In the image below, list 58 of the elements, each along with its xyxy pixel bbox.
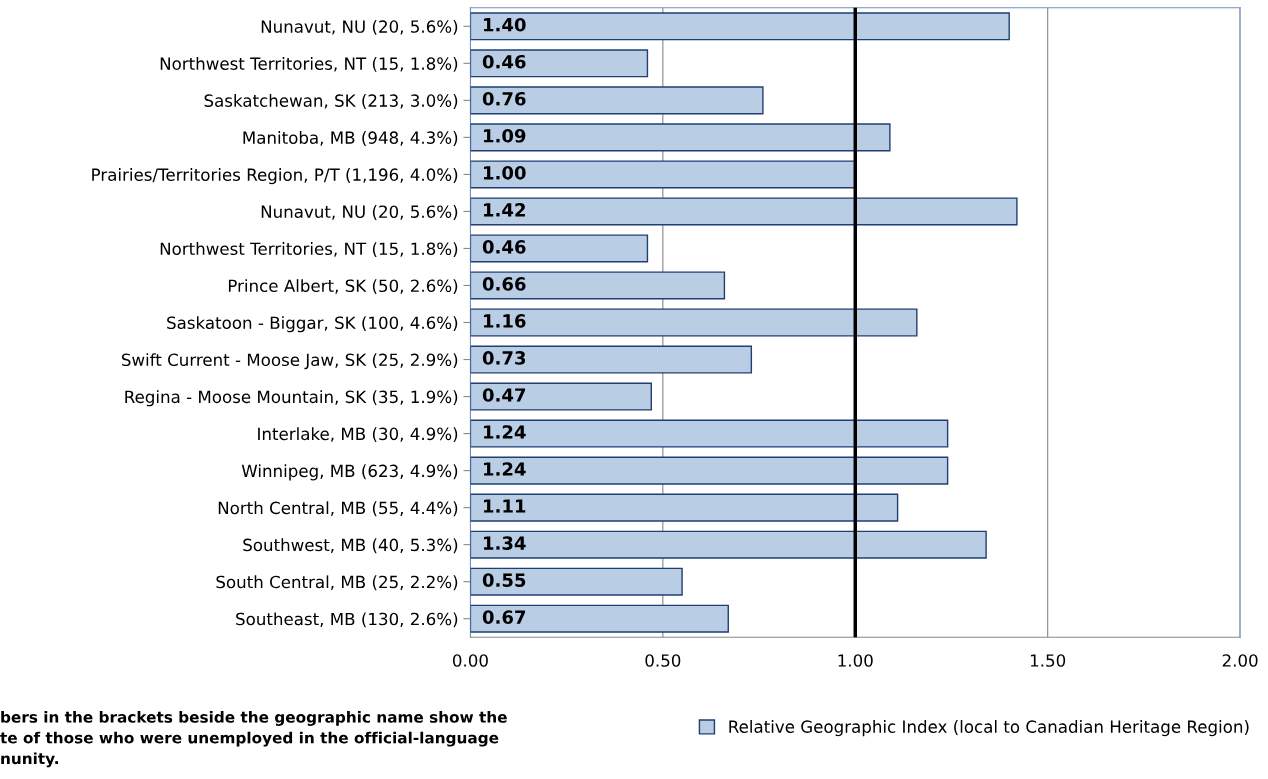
bar xyxy=(470,49,649,78)
y-tick-label: Winnipeg, MB (623, 4.9%) xyxy=(241,464,458,481)
data-label: 1.11 xyxy=(484,499,526,513)
bar xyxy=(470,86,764,115)
x-tick-label: 0.50 xyxy=(645,654,681,667)
data-label: 1.00 xyxy=(484,165,526,180)
bar xyxy=(470,12,1010,41)
data-label: 0.46 xyxy=(482,54,526,69)
bar xyxy=(470,345,753,374)
text: bers in the brackets beside the geographic name show the te of those who were unemployed in the official-language nunity. xyxy=(0,710,507,768)
y-tick-label: Saskatoon - Biggar, SK (100, 4.6%) xyxy=(167,316,458,333)
y-tick-label: Northwest Territories, NT (15, 1.8%) xyxy=(160,242,458,257)
y-tick-label: North Central, MB (55, 4.4%) xyxy=(218,501,458,517)
y-tick-label: Nunavut, NU (20, 5.6%) xyxy=(261,205,458,220)
y-tick-label: South Central, MB (25, 2.2%) xyxy=(216,575,458,591)
bar xyxy=(470,234,649,263)
bar xyxy=(470,456,949,485)
data-label: 0.47 xyxy=(482,388,526,402)
legend-label: Relative Geographic Index (local to Canadian Heritage Region) xyxy=(729,720,1249,737)
y-tick-label: Nunavut, NU (20, 5.6%) xyxy=(261,19,458,35)
bar xyxy=(470,604,729,633)
y-tick-label: Prairies/Territories Region, P/T (1,196, 4.0%) xyxy=(92,168,458,185)
y-tick-label: Southwest, MB (40, 5.3%) xyxy=(243,538,458,554)
bar xyxy=(470,160,856,189)
data-label: 1.16 xyxy=(484,314,526,328)
y-tick-label: Swift Current - Moose Jaw, SK (25, 2.9%) xyxy=(121,353,458,370)
data-label: 0.76 xyxy=(482,91,526,106)
x-tick-label: 0.00 xyxy=(452,654,488,667)
data-label: 1.34 xyxy=(484,536,526,550)
bar xyxy=(470,493,899,522)
data-label: 0.66 xyxy=(482,277,526,291)
x-tick-label: 1.00 xyxy=(838,654,873,667)
data-label: 1.24 xyxy=(484,462,526,476)
bar xyxy=(470,567,683,596)
data-label: 0.67 xyxy=(482,610,526,624)
bar xyxy=(470,123,891,152)
data-label: 0.73 xyxy=(482,351,526,365)
bar xyxy=(470,419,949,448)
y-tick-label: Northwest Territories, NT (15, 1.8%) xyxy=(160,57,458,72)
bar xyxy=(470,382,652,411)
x-tick-label: 1.50 xyxy=(1030,654,1066,667)
y-tick-label: Saskatchewan, SK (213, 3.0%) xyxy=(204,94,458,109)
y-tick-label: Interlake, MB (30, 4.9%) xyxy=(258,427,458,443)
data-label: 1.24 xyxy=(484,425,526,439)
y-tick-label: Prince Albert, SK (50, 2.6%) xyxy=(228,279,458,295)
data-label: 1.42 xyxy=(484,203,525,217)
bar xyxy=(470,197,1018,226)
data-label: 0.55 xyxy=(482,573,526,587)
data-label: 0.46 xyxy=(482,240,526,254)
bar xyxy=(470,530,987,559)
x-tick-label: 2.00 xyxy=(1222,654,1258,667)
data-label: 1.40 xyxy=(484,17,526,32)
y-tick-label: Regina - Moose Mountain, SK (35, 1.9%) xyxy=(125,390,458,407)
bar xyxy=(470,308,918,337)
y-tick-label: Manitoba, MB (948, 4.3%) xyxy=(243,131,458,146)
y-tick-label: Southeast, MB (130, 2.6%) xyxy=(236,612,458,628)
data-label: 1.09 xyxy=(484,128,526,143)
bar xyxy=(470,271,726,300)
